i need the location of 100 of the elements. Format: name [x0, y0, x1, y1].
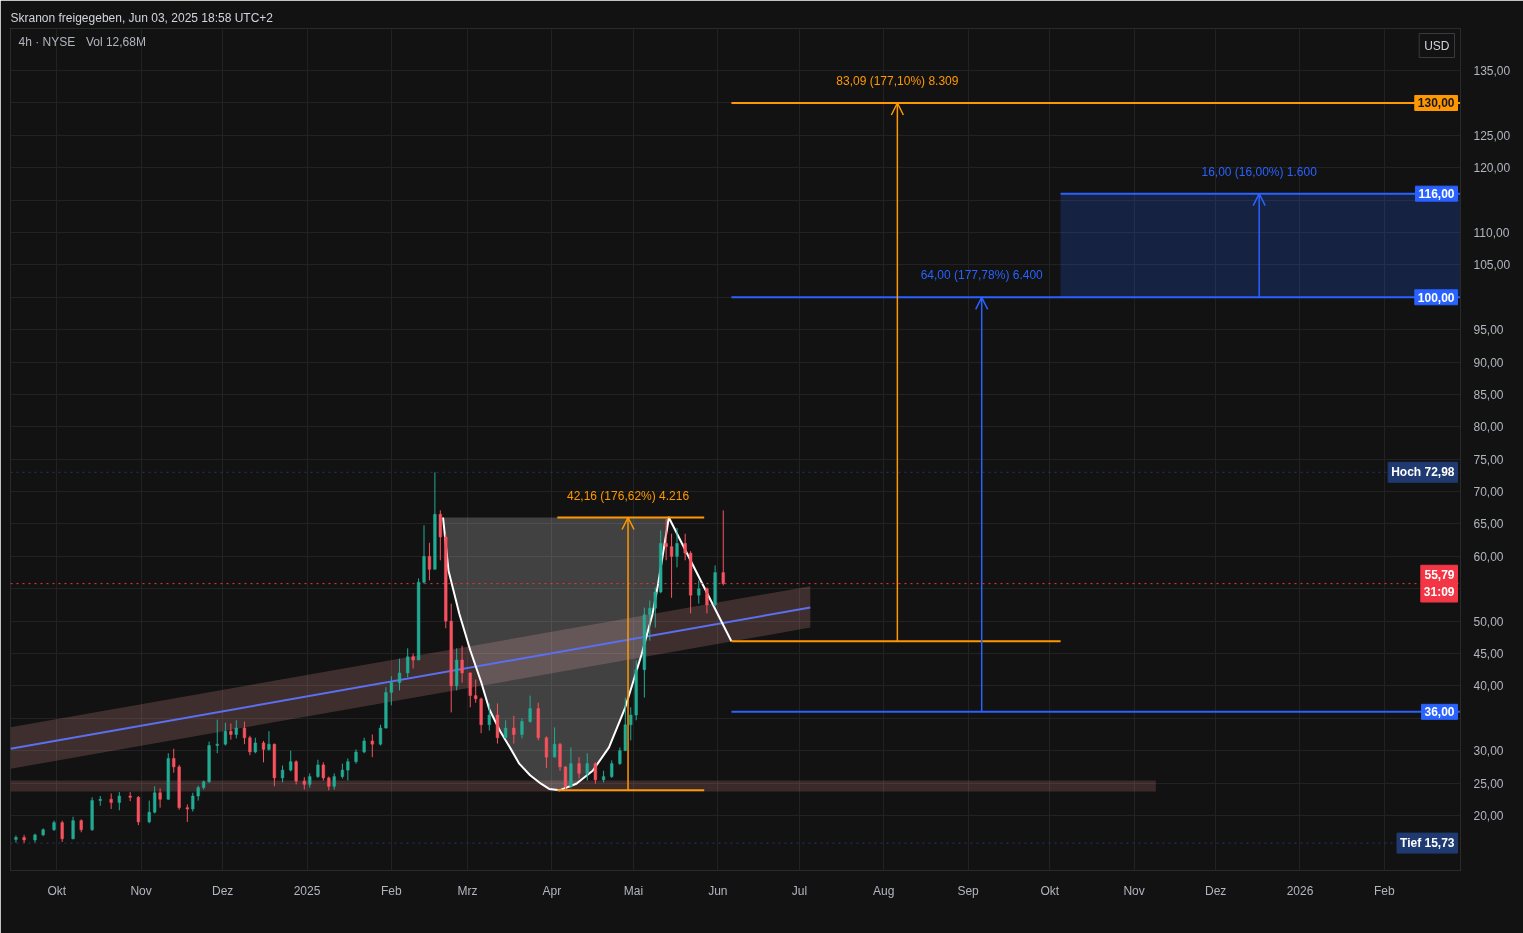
- ref-line-label: Hoch 72,98: [1391, 465, 1455, 480]
- x-tick-label: Sep: [957, 883, 980, 898]
- candlestick: [697, 579, 701, 605]
- y-tick-label: 70,00: [1473, 485, 1504, 500]
- x-tick-label: Nov: [130, 883, 152, 898]
- y-tick-label: 105,00: [1473, 258, 1511, 273]
- candlestick: [512, 715, 516, 745]
- annotation: 16,00 (16,00%) 1.600: [1201, 164, 1318, 179]
- candlestick: [427, 542, 432, 581]
- candlestick: [117, 791, 121, 811]
- candlestick: [370, 733, 374, 758]
- candlestick: [234, 719, 238, 739]
- y-tick-label: 85,00: [1473, 387, 1504, 402]
- y-tick-label: 125,00: [1473, 128, 1511, 143]
- candlestick: [487, 702, 491, 732]
- candlestick: [406, 647, 410, 678]
- candlestick: [495, 702, 500, 745]
- candlestick: [22, 834, 26, 844]
- candlestick: [460, 645, 464, 684]
- x-tick-label: Mai: [623, 883, 644, 898]
- candlestick: [261, 740, 266, 763]
- ref-line-label: Tief 15,73: [1400, 836, 1455, 851]
- candlestick: [544, 735, 549, 769]
- candlestick: [664, 518, 668, 561]
- candlestick: [153, 785, 157, 814]
- y-tick-label: 45,00: [1473, 647, 1504, 662]
- ref-line-label: 55,79 31:09: [1423, 568, 1455, 600]
- x-tick-label: Okt: [47, 883, 67, 898]
- text: Skranon freigegeben, Jun 03, 2025 18:58 UTC+2: [10, 11, 274, 25]
- candlestick: [593, 761, 598, 785]
- data-label: 100,00: [1417, 290, 1455, 305]
- candlestick: [528, 695, 532, 724]
- candlestick: [316, 759, 320, 779]
- candlestick: [14, 835, 18, 844]
- candlestick: [675, 527, 679, 568]
- x-tick-label: Apr: [542, 883, 562, 898]
- x-tick-label: 2025: [293, 883, 321, 898]
- candlestick: [721, 509, 725, 587]
- y-tick-label: 135,00: [1473, 64, 1511, 79]
- candlestick: [321, 761, 325, 781]
- candlestick: [683, 533, 687, 561]
- y-tick-label: 20,00: [1473, 808, 1504, 823]
- candlestick: [346, 757, 350, 781]
- x-tick-label: Dez: [212, 883, 234, 898]
- candlestick: [411, 653, 415, 669]
- candlestick: [172, 748, 176, 774]
- candlestick: [397, 658, 402, 691]
- annotation: 64,00 (177,78%) 6.400: [920, 268, 1044, 283]
- candlestick: [563, 765, 568, 791]
- x-tick-label: Okt: [1040, 883, 1060, 898]
- x-tick-label: Nov: [1123, 883, 1145, 898]
- candlestick: [242, 721, 247, 745]
- candlestick: [648, 599, 652, 642]
- candlestick: [669, 533, 674, 599]
- candlestick: [705, 586, 709, 614]
- y-tick-label: 110,00: [1473, 226, 1510, 241]
- candlestick: [629, 706, 633, 741]
- x-tick-label: Mrz: [457, 883, 478, 898]
- x-tick-label: Dez: [1204, 883, 1227, 898]
- annotation: 42,16 (176,62%) 4.216: [567, 488, 690, 503]
- candlestick: [468, 671, 472, 708]
- candlestick: [438, 509, 442, 561]
- y-tick-label: 30,00: [1473, 744, 1504, 759]
- candlestick: [577, 756, 581, 780]
- y-tick-label: 120,00: [1473, 161, 1511, 176]
- candlestick: [215, 719, 219, 754]
- x-tick-label: Jun: [708, 883, 728, 898]
- y-tick-label: 65,00: [1473, 517, 1504, 532]
- data-label: 130,00: [1417, 96, 1455, 111]
- y-tick-label: 60,00: [1473, 549, 1504, 564]
- y-tick-label: 50,00: [1473, 614, 1504, 629]
- candlestick: [158, 787, 162, 809]
- y-tick-label: 40,00: [1473, 679, 1504, 694]
- candlestick: [60, 820, 64, 843]
- candlestick: [229, 722, 233, 741]
- x-tick-label: Aug: [873, 883, 895, 898]
- candlestick: [552, 726, 557, 758]
- y-tick-label: 95,00: [1473, 323, 1504, 338]
- data-label: 116,00: [1418, 187, 1455, 202]
- data-label: 36,00: [1424, 705, 1455, 720]
- x-tick-label: Feb: [381, 883, 403, 898]
- candlestick: [520, 717, 524, 739]
- candlestick: [191, 792, 195, 813]
- candlestick: [267, 730, 271, 752]
- candlestick: [653, 586, 657, 629]
- x-tick-label: 2026: [1286, 883, 1314, 898]
- x-tick-label: Jul: [791, 883, 808, 898]
- text: Vol 12,68M: [85, 34, 146, 49]
- x-tick-label: Feb: [1373, 883, 1395, 898]
- candlestick: [294, 759, 298, 785]
- candlestick: [558, 742, 562, 772]
- text: 4h · NYSE: [18, 34, 76, 49]
- y-axis-title: USD: [1424, 38, 1450, 53]
- y-tick-label: 80,00: [1473, 420, 1504, 435]
- candlestick: [569, 746, 573, 789]
- annotation: 83,09 (177,10%) 8.309: [836, 73, 959, 88]
- y-tick-label: 25,00: [1473, 776, 1504, 791]
- candlestick: [585, 752, 589, 781]
- y-tick-label: 75,00: [1473, 452, 1504, 467]
- candlestick: [248, 735, 252, 756]
